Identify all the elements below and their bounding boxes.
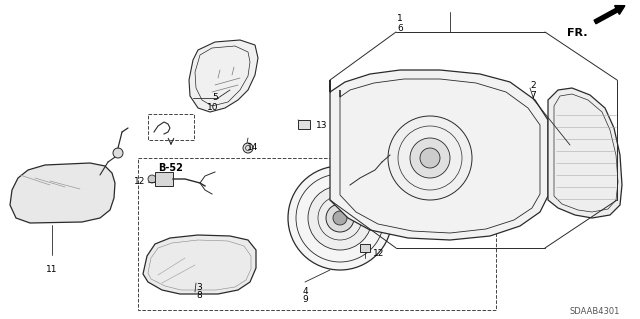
Polygon shape — [330, 70, 548, 240]
Circle shape — [243, 143, 253, 153]
Bar — [138, 158, 496, 310]
Text: 13: 13 — [316, 122, 328, 130]
Text: 4: 4 — [302, 287, 308, 296]
Text: 5: 5 — [212, 93, 218, 102]
Text: 1: 1 — [397, 14, 403, 23]
Circle shape — [326, 204, 354, 232]
Polygon shape — [143, 235, 256, 294]
Text: 9: 9 — [302, 295, 308, 304]
Text: 7: 7 — [530, 91, 536, 100]
Text: 10: 10 — [207, 103, 218, 113]
Text: B-52: B-52 — [159, 163, 184, 173]
Circle shape — [388, 116, 472, 200]
Polygon shape — [548, 88, 622, 218]
Bar — [360, 244, 370, 252]
Polygon shape — [10, 163, 115, 223]
Text: FR.: FR. — [568, 28, 588, 38]
Polygon shape — [189, 40, 258, 112]
Text: 12: 12 — [134, 177, 145, 187]
Text: 14: 14 — [247, 144, 259, 152]
Text: SDAAB4301: SDAAB4301 — [570, 307, 620, 316]
Circle shape — [288, 166, 392, 270]
Text: 11: 11 — [46, 265, 58, 274]
Text: 2: 2 — [530, 80, 536, 90]
Circle shape — [333, 211, 347, 225]
Text: 8: 8 — [196, 291, 202, 300]
Circle shape — [148, 175, 156, 183]
Text: 12: 12 — [373, 249, 385, 257]
Text: 3: 3 — [196, 283, 202, 292]
Text: 6: 6 — [397, 24, 403, 33]
FancyArrow shape — [594, 6, 625, 24]
Bar — [148, 114, 194, 140]
Circle shape — [420, 148, 440, 168]
Bar — [155, 172, 173, 186]
Circle shape — [410, 138, 450, 178]
Circle shape — [308, 186, 372, 250]
Circle shape — [113, 148, 123, 158]
Bar — [298, 120, 310, 129]
